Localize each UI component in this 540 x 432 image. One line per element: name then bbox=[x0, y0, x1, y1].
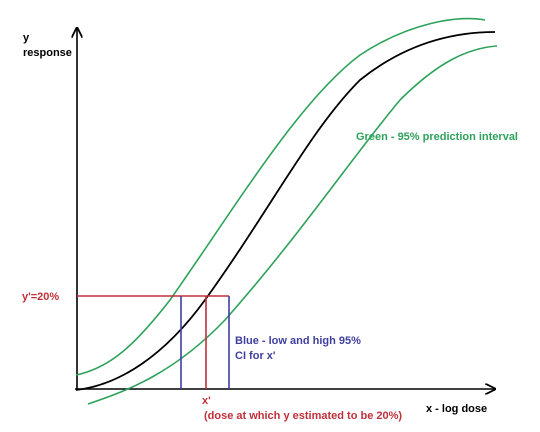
lower-prediction-band bbox=[87, 45, 498, 405]
prediction-interval-note: Green - 95% prediction interval bbox=[356, 131, 518, 143]
upper-prediction-band bbox=[75, 17, 486, 376]
y-axis-label-line2: response bbox=[23, 47, 72, 59]
y-axis-label-line1: y bbox=[23, 32, 30, 44]
x-prime-note: (dose at which y estimated to be 20%) bbox=[204, 410, 402, 422]
ci-note-line1: Blue - low and high 95% bbox=[235, 335, 361, 347]
y-prime-label: y'=20% bbox=[22, 291, 59, 303]
x-axis-label: x - log dose bbox=[426, 403, 487, 415]
fitted-curve bbox=[75, 31, 496, 391]
x-prime-label: x' bbox=[202, 395, 211, 407]
ci-note-line2: CI for x' bbox=[235, 350, 276, 362]
